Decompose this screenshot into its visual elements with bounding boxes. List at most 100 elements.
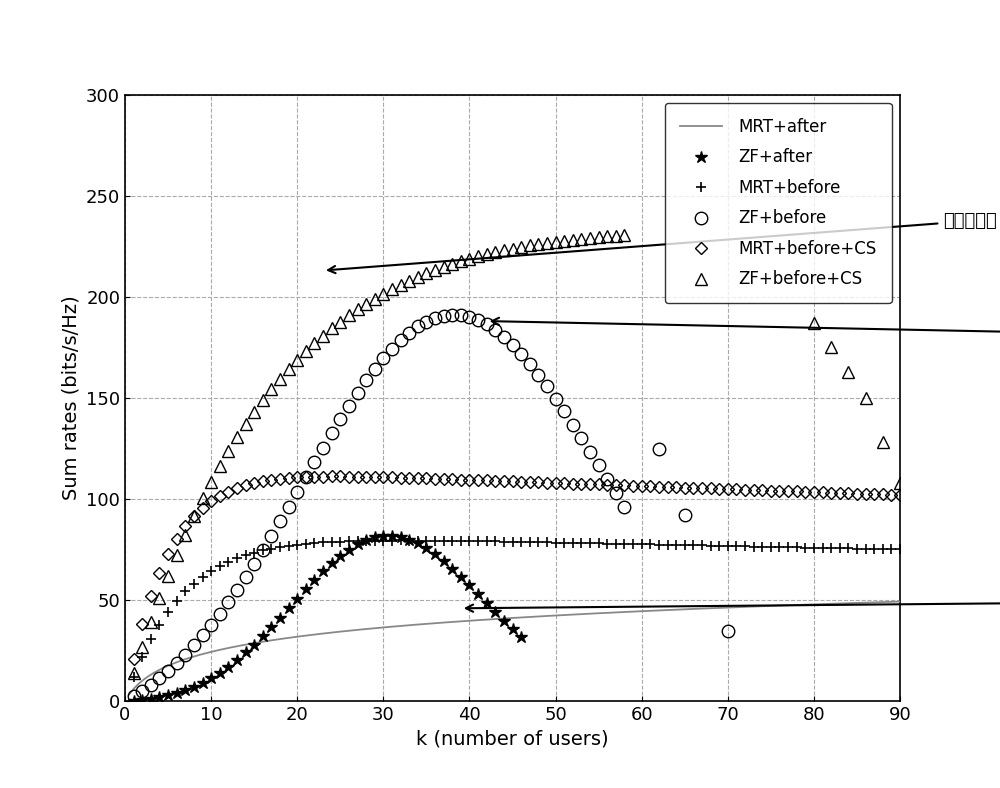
ZF+after (214, 668, 226, 678)
Text: 对比例1: 对比例1 (466, 572, 1000, 611)
MRT+before+CS (791, 487, 803, 496)
ZF+after (438, 556, 450, 566)
ZF+before (446, 310, 458, 319)
ZF+after (283, 604, 295, 613)
ZF+after (420, 544, 432, 553)
ZF+before (601, 474, 613, 484)
ZF+after (248, 640, 260, 649)
ZF+before+CS (240, 419, 252, 429)
MRT+after (123, 690, 135, 699)
MRT+before+CS (670, 482, 682, 492)
MRT+before (773, 542, 785, 552)
ZF+before (618, 502, 630, 511)
ZF+after (463, 581, 475, 590)
MRT+after (894, 597, 906, 606)
ZF+after (153, 693, 165, 702)
ZF+after (429, 550, 441, 559)
MRT+before+CS (773, 486, 785, 496)
ZF+after (145, 694, 157, 704)
ZF+after (308, 575, 320, 585)
ZF+after (343, 545, 355, 555)
ZF+after (481, 598, 493, 608)
ZF+before+CS (489, 247, 501, 257)
ZF+before (248, 559, 260, 568)
ZF+before+CS (601, 232, 613, 241)
Line: MRT+after: MRT+after (129, 601, 900, 694)
ZF+after (257, 631, 269, 641)
Y-axis label: Sum rates (bits/s/Hz): Sum rates (bits/s/Hz) (61, 296, 80, 500)
MRT+before (128, 673, 140, 682)
ZF+after (188, 682, 200, 691)
MRT+after (875, 597, 887, 607)
ZF+after (171, 688, 183, 697)
ZF+after (403, 535, 415, 545)
MRT+before+CS (894, 490, 906, 500)
MRT+before+CS (128, 654, 140, 663)
ZF+before (463, 312, 475, 322)
MRT+after (540, 611, 552, 621)
ZF+after (240, 648, 252, 657)
ZF+after (412, 539, 424, 548)
ZF+after (515, 632, 527, 641)
ZF+before+CS (541, 238, 553, 247)
ZF+after (369, 533, 381, 542)
ZF+after (317, 567, 329, 576)
MRT+before+CS (334, 472, 346, 481)
ZF+after (326, 559, 338, 568)
MRT+before (670, 541, 682, 550)
MRT+before+CS (231, 483, 243, 492)
ZF+before (550, 394, 562, 403)
ZF+after (162, 690, 174, 700)
MRT+before (868, 545, 880, 554)
ZF+after (360, 536, 372, 545)
ZF+after (136, 695, 148, 704)
ZF+after (205, 673, 217, 682)
ZF+after (231, 655, 243, 664)
Line: ZF+before+CS: ZF+before+CS (128, 230, 630, 678)
MRT+after (494, 614, 506, 623)
Line: ZF+after: ZF+after (127, 530, 527, 707)
ZF+after (446, 564, 458, 574)
ZF+before+CS (618, 231, 630, 240)
ZF+after (265, 623, 277, 632)
ZF+after (386, 531, 398, 541)
ZF+before (498, 333, 510, 342)
ZF+after (334, 552, 346, 561)
ZF+after (352, 540, 364, 549)
MRT+after (755, 601, 767, 611)
ZF+after (222, 662, 234, 671)
ZF+after (196, 678, 209, 687)
ZF+after (455, 572, 467, 582)
ZF+before+CS (248, 407, 260, 417)
Text: 本发明方法: 本发明方法 (328, 212, 997, 273)
MRT+before (360, 536, 372, 545)
MRT+after (582, 609, 594, 619)
MRT+before (395, 536, 407, 545)
ZF+after (506, 624, 518, 634)
MRT+before+CS (369, 472, 381, 481)
X-axis label: k (number of users): k (number of users) (416, 730, 609, 749)
ZF+after (395, 533, 407, 542)
ZF+before (240, 572, 252, 582)
Legend: MRT+after, ZF+after, MRT+before, ZF+before, MRT+before+CS, ZF+before+CS: MRT+after, ZF+after, MRT+before, ZF+befo… (665, 103, 892, 303)
ZF+after (300, 585, 312, 594)
ZF+after (498, 616, 510, 626)
ZF+after (472, 589, 484, 599)
MRT+after (489, 615, 501, 624)
Text: 对比例2: 对比例2 (492, 318, 1000, 392)
ZF+after (489, 608, 501, 617)
Line: MRT+before: MRT+before (129, 536, 905, 682)
ZF+before+CS (455, 257, 467, 266)
ZF+after (274, 613, 286, 623)
ZF+before (128, 692, 140, 701)
MRT+before+CS (868, 489, 880, 499)
ZF+before+CS (128, 668, 140, 678)
ZF+after (128, 696, 140, 705)
ZF+after (179, 686, 191, 695)
MRT+before (894, 545, 906, 554)
Line: ZF+before: ZF+before (127, 308, 631, 703)
Line: MRT+before+CS: MRT+before+CS (129, 472, 904, 663)
MRT+before (791, 543, 803, 552)
ZF+after (377, 531, 389, 541)
MRT+before (231, 553, 243, 563)
